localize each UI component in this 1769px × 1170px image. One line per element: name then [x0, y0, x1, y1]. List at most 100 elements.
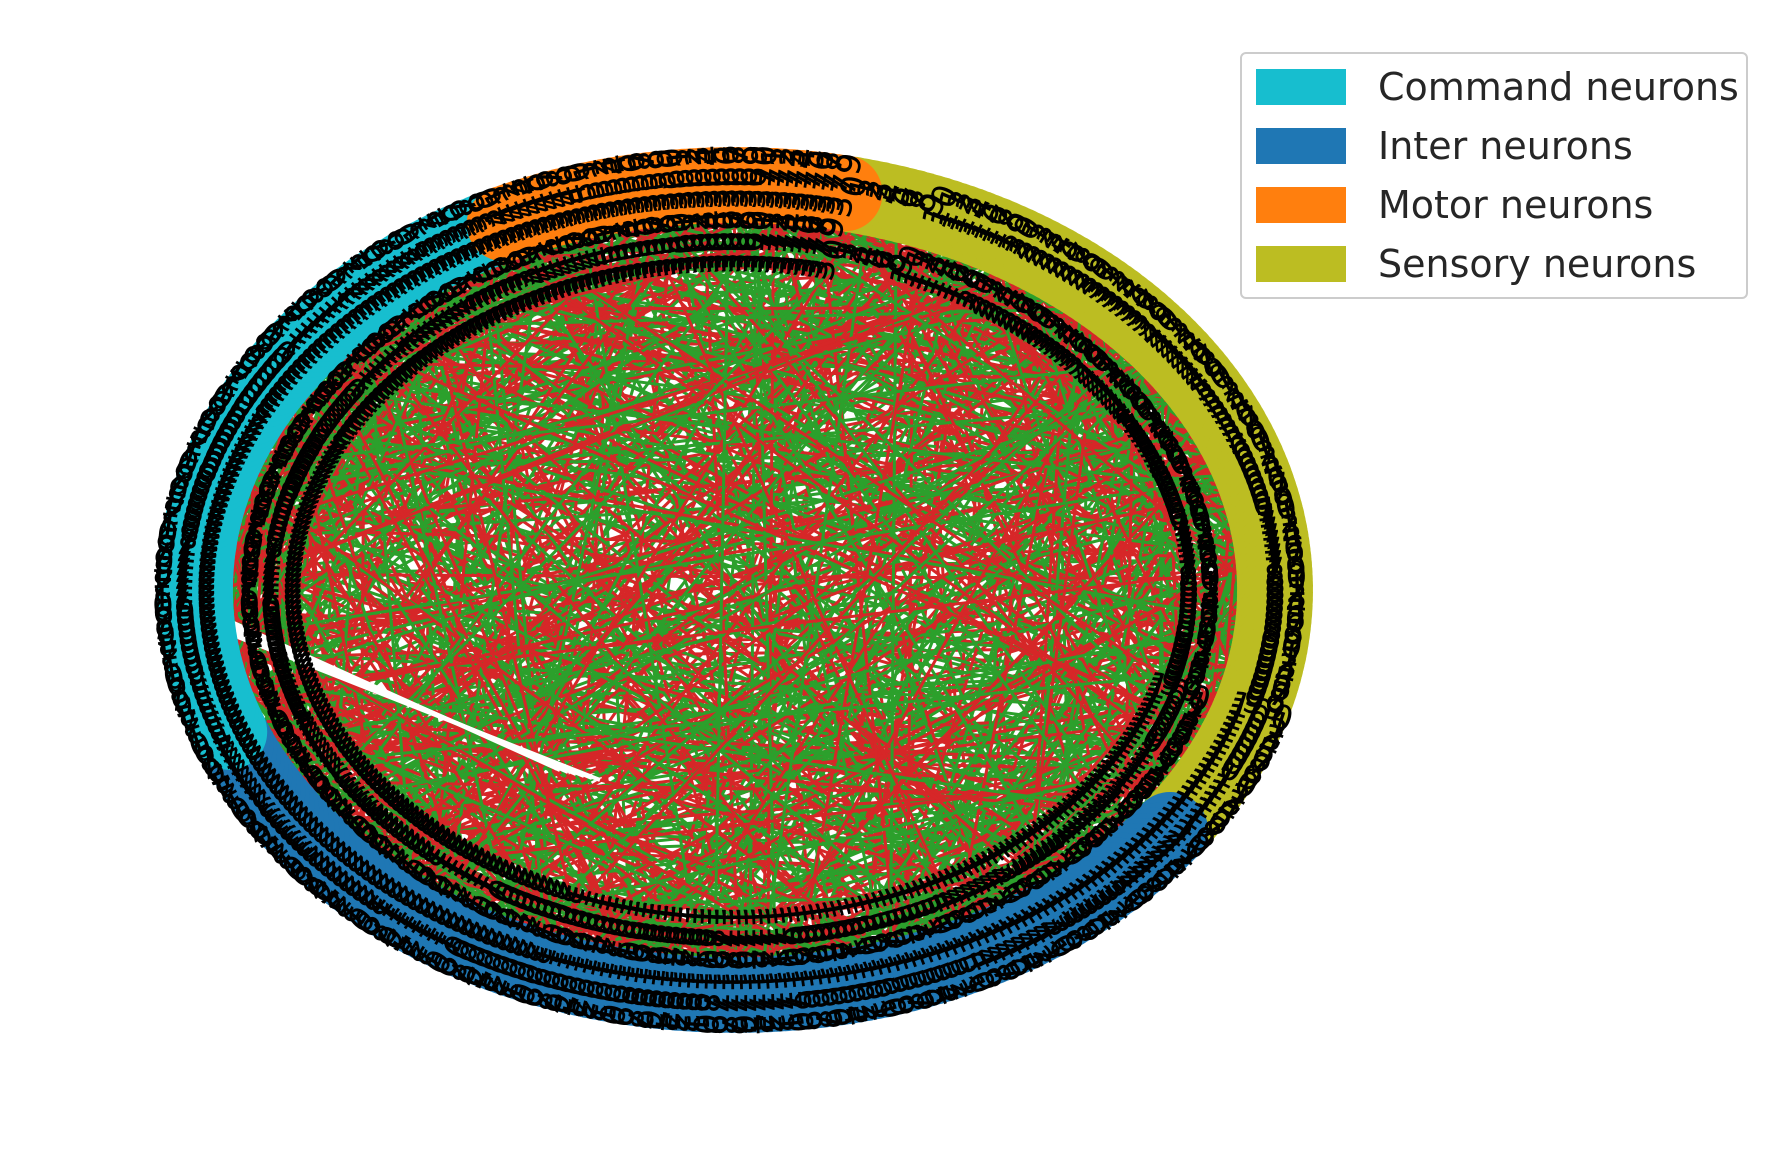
node-label: 73	[1170, 516, 1219, 562]
node-label: 75	[1259, 521, 1306, 566]
edge	[234, 436, 1274, 628]
edge	[639, 190, 1138, 862]
edge	[211, 231, 483, 695]
edge	[270, 212, 539, 799]
edge	[922, 479, 1256, 971]
node-label: 74	[1172, 522, 1220, 567]
edge	[400, 892, 1092, 910]
edge	[295, 352, 1175, 828]
edge	[522, 306, 1124, 964]
edge	[495, 225, 1243, 732]
node-label: 69	[1248, 479, 1299, 527]
edge	[421, 227, 981, 922]
edge	[245, 232, 483, 764]
edge	[773, 184, 1256, 482]
edge	[311, 186, 793, 844]
legend-label-sensory: Sensory neurons	[1378, 242, 1697, 286]
edge	[205, 186, 677, 676]
legend-label-inter: Inter neurons	[1378, 124, 1633, 168]
edge	[309, 338, 654, 991]
edge	[379, 504, 1264, 897]
edge	[290, 202, 898, 822]
node-label: 69	[1164, 492, 1215, 540]
node-label: 76	[1260, 528, 1307, 572]
edge	[219, 357, 1180, 471]
edge	[444, 747, 1233, 933]
legend: Command neurons Inter neurons Motor neur…	[1240, 52, 1748, 299]
node-label: 75	[1173, 528, 1220, 573]
legend-swatch-motor	[1256, 187, 1346, 223]
edge	[528, 214, 1153, 335]
edge	[279, 370, 1260, 495]
edge	[792, 212, 932, 993]
edge	[199, 472, 1253, 643]
edge	[202, 195, 863, 663]
edge	[288, 360, 485, 949]
edge	[479, 231, 1214, 781]
legend-swatch-sensory	[1256, 246, 1346, 282]
edge	[816, 189, 901, 977]
node-label: 73	[1256, 507, 1305, 553]
edge	[273, 376, 707, 996]
edge-highlight	[219, 628, 601, 782]
node-label: 71	[1167, 504, 1217, 551]
edge	[514, 849, 1149, 962]
edge	[781, 185, 1276, 607]
edge	[1016, 244, 1192, 809]
node-label: 78	[1176, 546, 1222, 589]
edge	[289, 208, 923, 363]
edge	[195, 208, 923, 563]
node-label: 72	[1169, 510, 1218, 556]
edge	[630, 191, 975, 955]
edge	[274, 376, 1273, 554]
node-label: 68	[1246, 472, 1297, 521]
edge	[458, 331, 1153, 940]
edge	[854, 228, 981, 985]
edge	[214, 207, 556, 701]
edge	[497, 341, 1165, 956]
node-label: 70	[1250, 486, 1300, 534]
node-label: 77	[1261, 535, 1307, 578]
node-label-layer: 0011223344556677889910101111121213131414…	[151, 144, 1307, 1036]
edge	[328, 290, 374, 858]
legend-label-command: Command neurons	[1378, 65, 1739, 109]
edge	[719, 183, 1275, 561]
edge	[956, 551, 1274, 961]
legend-item-inter: Inter neurons	[1256, 124, 1633, 168]
edge	[345, 306, 1123, 311]
edge	[210, 685, 883, 982]
edge	[418, 260, 593, 981]
edge	[212, 380, 1199, 696]
edge	[370, 290, 517, 961]
edge	[630, 191, 1080, 904]
edge	[198, 270, 1070, 543]
node-label: 77	[1175, 540, 1221, 583]
edge	[428, 226, 499, 925]
edge	[274, 376, 967, 958]
edge	[279, 206, 914, 374]
edge	[674, 186, 1150, 852]
node-label: 78	[1262, 542, 1308, 585]
edge	[712, 184, 731, 995]
edge	[816, 189, 1177, 826]
edge	[228, 216, 948, 734]
edge	[1069, 359, 1181, 908]
edge	[250, 664, 1266, 771]
edge	[578, 201, 707, 995]
edge	[194, 586, 1266, 668]
node-layer	[157, 147, 1313, 1033]
edge	[298, 349, 654, 991]
node-379	[806, 155, 883, 232]
legend-item-sensory: Sensory neurons	[1256, 242, 1697, 286]
edge	[196, 357, 1180, 556]
edge	[363, 294, 417, 917]
edge	[555, 537, 1272, 974]
legend-item-motor: Motor neurons	[1256, 183, 1653, 227]
edge	[221, 461, 909, 976]
edge	[479, 232, 550, 971]
node-label: 79	[1263, 549, 1308, 591]
edge	[727, 184, 1007, 942]
node-label: 79	[1176, 552, 1221, 594]
edge	[227, 188, 819, 452]
